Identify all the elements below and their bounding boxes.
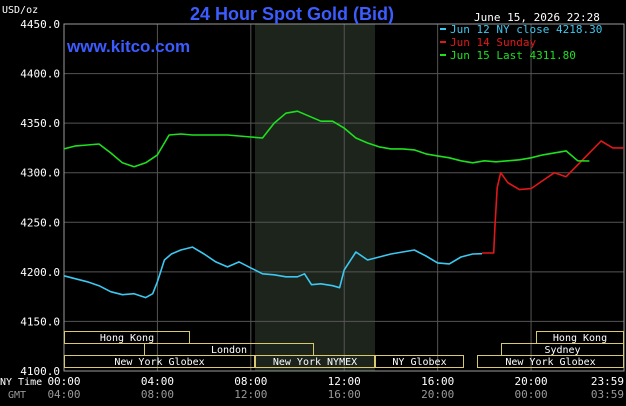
y-tick-label: 4100.0 [20, 365, 60, 378]
y-tick-label: 4300.0 [20, 167, 60, 180]
session-label: NY Globex [392, 357, 446, 368]
y-tick-label: 4200.0 [20, 266, 60, 279]
y-tick-label: 4450.0 [20, 18, 60, 31]
x-tick-label-ny: 00:00 [47, 375, 80, 388]
legend-entry: Jun 14 Sunday [450, 36, 536, 49]
x-tick-label-gmt: 20:00 [421, 388, 454, 401]
x-tick-label-ny: 16:00 [421, 375, 454, 388]
x-tick-label-ny: 12:00 [328, 375, 361, 388]
session-label: Hong Kong [100, 333, 154, 344]
x-tick-label-gmt: 04:00 [47, 388, 80, 401]
x-axis-gmt-label: GMT [8, 390, 26, 401]
x-tick-label-gmt: 12:00 [234, 388, 267, 401]
y-tick-label: 4350.0 [20, 117, 60, 130]
session-bar [255, 355, 375, 368]
y-tick-label: 4150.0 [20, 315, 60, 328]
y-tick-label: 4400.0 [20, 68, 60, 81]
x-tick-label-gmt: 03:59 [591, 388, 624, 401]
plot-area-border [63, 23, 625, 372]
market-session-bars: Hong Kong London New York Globex New York N… [64, 331, 624, 368]
session-bar [64, 355, 255, 368]
session-label: Sydney [544, 345, 580, 356]
series-line [63, 246, 483, 299]
session-label: London [211, 345, 247, 356]
chart-timestamp: June 15, 2026 22:28 [474, 11, 600, 24]
watermark-url: www.kitco.com [66, 37, 190, 56]
x-tick-label-gmt: 00:00 [514, 388, 547, 401]
y-axis-ticks: 4450.0 4400.0 4350.0 4300.0 4250.0 4200.0 4150… [20, 18, 60, 378]
y-tick-label: 4250.0 [20, 216, 60, 229]
session-label: New York NYMEX [273, 357, 357, 368]
session-bar [64, 331, 190, 344]
series-line [482, 140, 624, 254]
session-label: Hong Kong [553, 333, 607, 344]
price-series [63, 110, 624, 299]
x-tick-label-ny: 08:00 [234, 375, 267, 388]
chart-title: 24 Hour Spot Gold (Bid) [190, 4, 394, 24]
x-axis-ticks: 00:0004:0004:0008:0008:0012:0012:0016:00… [47, 375, 624, 401]
session-label: New York Globex [505, 357, 595, 368]
session-bar [477, 355, 624, 368]
nymex-session-shading [255, 24, 375, 371]
x-axis-ny-label: NY Time [0, 377, 42, 388]
session-label: New York Globex [114, 357, 204, 368]
series-line [63, 110, 590, 168]
legend-entry: Jun 12 NY close 4218.30 [450, 23, 602, 36]
x-tick-label-gmt: 08:00 [141, 388, 174, 401]
x-tick-label-ny: 04:00 [141, 375, 174, 388]
x-tick-label-ny: 20:00 [514, 375, 547, 388]
session-bar [375, 355, 464, 368]
x-tick-label-gmt: 16:00 [328, 388, 361, 401]
x-tick-label-ny: 23:59 [591, 375, 624, 388]
legend-entry: Jun 15 Last 4311.80 [450, 49, 576, 62]
y-axis-unit-label: USD/oz [2, 5, 38, 16]
